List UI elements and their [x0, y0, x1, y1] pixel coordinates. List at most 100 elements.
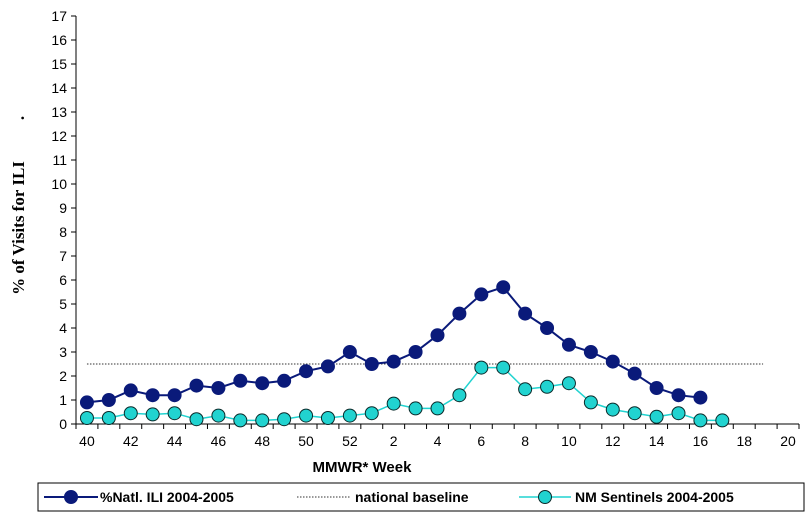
nm-sentinels-point: [255, 413, 270, 428]
natl-ili-point: [627, 366, 642, 381]
natl-ili-point: [649, 381, 664, 395]
legend-marker-nm-sentinels: [538, 490, 552, 504]
legend-label-natl-ili: %Natl. ILI 2004-2005: [100, 489, 234, 505]
nm-sentinels-point: [605, 402, 620, 417]
y-axis-title-mark: .: [9, 116, 28, 120]
x-tick-label: 14: [649, 433, 665, 449]
nm-sentinels-point: [233, 413, 248, 428]
nm-sentinels-point: [715, 413, 730, 428]
natl-ili-point: [474, 287, 489, 302]
legend: %Natl. ILI 2004-2005 national baseline N…: [37, 482, 805, 512]
natl-ili-point: [540, 321, 555, 335]
y-tick-label: 14: [51, 80, 67, 96]
natl-ili-point: [364, 357, 379, 371]
natl-ili-point: [342, 345, 357, 359]
x-tick-label: 20: [780, 433, 796, 449]
nm-sentinels-point: [79, 411, 94, 425]
nm-sentinels-point: [452, 388, 467, 403]
nm-sentinels-point: [211, 408, 226, 423]
natl-ili-point: [583, 345, 598, 359]
natl-ili-point: [123, 383, 138, 398]
natl-ili-point: [671, 388, 686, 403]
legend-box: [37, 482, 805, 512]
legend-marker-natl-ili: [64, 490, 78, 504]
x-tick-label: 4: [434, 433, 442, 449]
series-natl-ili-line: [86, 286, 701, 404]
natl-ili-point: [605, 354, 620, 369]
x-tick-label: 6: [477, 433, 485, 449]
x-axis: 40 42 44 46 48 50 52 2 4 6 8 10 12 14 16 18 20: [75, 423, 800, 449]
nm-sentinels-point: [474, 360, 489, 375]
natl-ili-point: [386, 354, 401, 369]
natl-ili-point: [233, 373, 248, 388]
x-tick-label: 2: [390, 433, 398, 449]
x-tick-label: 16: [693, 433, 709, 449]
natl-ili-point: [430, 328, 445, 343]
y-tick-label: 0: [59, 416, 67, 432]
natl-ili-point: [101, 393, 116, 407]
y-tick-label: 7: [59, 248, 67, 264]
series-layer: [79, 280, 764, 428]
natl-ili-point: [167, 388, 182, 403]
series-nm-sentinels-line: [86, 366, 723, 422]
nm-sentinels-point: [386, 396, 401, 411]
y-tick-label: 2: [59, 368, 67, 384]
nm-sentinels-point: [671, 406, 686, 421]
x-tick-label: 46: [211, 433, 227, 449]
nm-sentinels-point: [101, 411, 116, 425]
nm-sentinels-point: [364, 406, 379, 421]
nm-sentinels-point: [430, 401, 445, 416]
natl-ili-point: [693, 390, 708, 405]
nm-sentinels-point: [277, 412, 292, 427]
nm-sentinels-point: [299, 408, 314, 423]
nm-sentinels-point: [583, 395, 598, 410]
nm-sentinels-point: [189, 412, 204, 427]
natl-ili-point: [145, 388, 160, 403]
y-tick-label: 15: [51, 56, 67, 72]
x-tick-label: 48: [254, 433, 270, 449]
natl-ili-point: [496, 280, 511, 295]
y-tick-label: 12: [51, 128, 67, 144]
nm-sentinels-point: [342, 408, 357, 423]
y-tick-label: 11: [52, 152, 67, 168]
nm-sentinels-point: [693, 413, 708, 428]
natl-ili-point: [277, 373, 292, 388]
nm-sentinels-point: [320, 411, 335, 425]
y-tick-label: 13: [51, 104, 67, 120]
x-tick-label: 44: [167, 433, 183, 449]
natl-ili-point: [518, 306, 533, 321]
nm-sentinels-point: [496, 360, 511, 375]
legend-entry-nm-sentinels: NM Sentinels 2004-2005: [519, 489, 734, 505]
nm-sentinels-point: [123, 406, 138, 421]
nm-sentinels-point: [145, 407, 160, 422]
legend-entry-natl-ili: %Natl. ILI 2004-2005: [44, 489, 234, 505]
y-tick-label: 5: [59, 296, 67, 312]
nm-sentinels-point: [518, 382, 533, 397]
x-tick-label: 40: [79, 433, 95, 449]
x-tick-label: 12: [605, 433, 621, 449]
y-tick-label: 10: [51, 176, 67, 192]
nm-sentinels-point: [167, 406, 182, 421]
natl-ili-point: [299, 364, 314, 379]
y-axis-title: % of Visits for ILI: [9, 161, 28, 295]
x-tick-label: 18: [736, 433, 752, 449]
x-axis-title: MMWR* Week: [313, 459, 413, 476]
nm-sentinels-point: [649, 409, 664, 424]
x-tick-label: 50: [298, 433, 314, 449]
y-tick-label: 3: [59, 344, 67, 360]
y-tick-label: 1: [59, 392, 67, 408]
nm-sentinels-point: [627, 406, 642, 421]
y-tick-label: 4: [59, 320, 67, 336]
natl-ili-point: [320, 359, 335, 374]
y-tick-label: 8: [59, 224, 67, 240]
natl-ili-point: [211, 381, 226, 395]
legend-label-nm-sentinels: NM Sentinels 2004-2005: [575, 489, 734, 505]
y-tick-label: 16: [51, 32, 67, 48]
y-tick-label: 9: [59, 200, 67, 216]
x-tick-label: 10: [561, 433, 577, 449]
nm-sentinels-point: [408, 401, 423, 416]
natl-ili-point: [408, 345, 423, 359]
legend-entry-baseline: national baseline: [297, 489, 469, 505]
